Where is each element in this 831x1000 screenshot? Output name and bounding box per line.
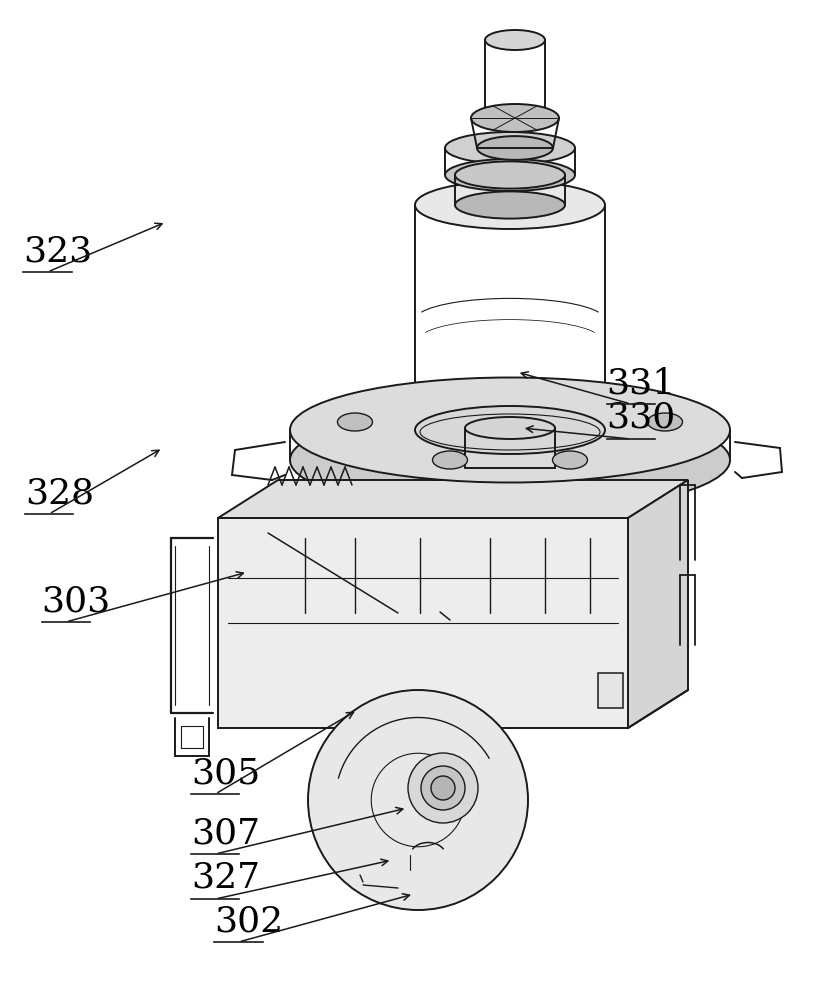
Text: 303: 303 bbox=[42, 584, 111, 618]
Circle shape bbox=[308, 690, 528, 910]
Ellipse shape bbox=[432, 451, 468, 469]
Text: 331: 331 bbox=[607, 366, 676, 400]
Ellipse shape bbox=[455, 161, 565, 189]
Text: 302: 302 bbox=[214, 904, 283, 938]
Polygon shape bbox=[218, 518, 628, 728]
Polygon shape bbox=[628, 480, 688, 728]
Ellipse shape bbox=[415, 181, 605, 229]
Text: 323: 323 bbox=[23, 234, 92, 268]
Ellipse shape bbox=[290, 408, 730, 512]
Ellipse shape bbox=[465, 417, 555, 439]
Ellipse shape bbox=[553, 451, 588, 469]
Ellipse shape bbox=[290, 377, 730, 483]
Text: 305: 305 bbox=[191, 756, 260, 790]
Ellipse shape bbox=[415, 406, 605, 454]
Ellipse shape bbox=[477, 136, 553, 160]
Ellipse shape bbox=[485, 30, 545, 50]
Circle shape bbox=[408, 753, 478, 823]
Ellipse shape bbox=[337, 413, 372, 431]
Ellipse shape bbox=[471, 104, 559, 132]
Polygon shape bbox=[218, 480, 688, 518]
Text: 327: 327 bbox=[191, 861, 260, 895]
Ellipse shape bbox=[485, 110, 545, 130]
Circle shape bbox=[431, 776, 455, 800]
Polygon shape bbox=[598, 673, 623, 708]
Ellipse shape bbox=[445, 159, 575, 191]
Circle shape bbox=[421, 766, 465, 810]
Ellipse shape bbox=[455, 191, 565, 219]
Text: 307: 307 bbox=[191, 816, 260, 850]
Text: 330: 330 bbox=[607, 401, 676, 435]
Ellipse shape bbox=[647, 413, 682, 431]
Text: 328: 328 bbox=[25, 476, 94, 510]
Ellipse shape bbox=[445, 132, 575, 164]
